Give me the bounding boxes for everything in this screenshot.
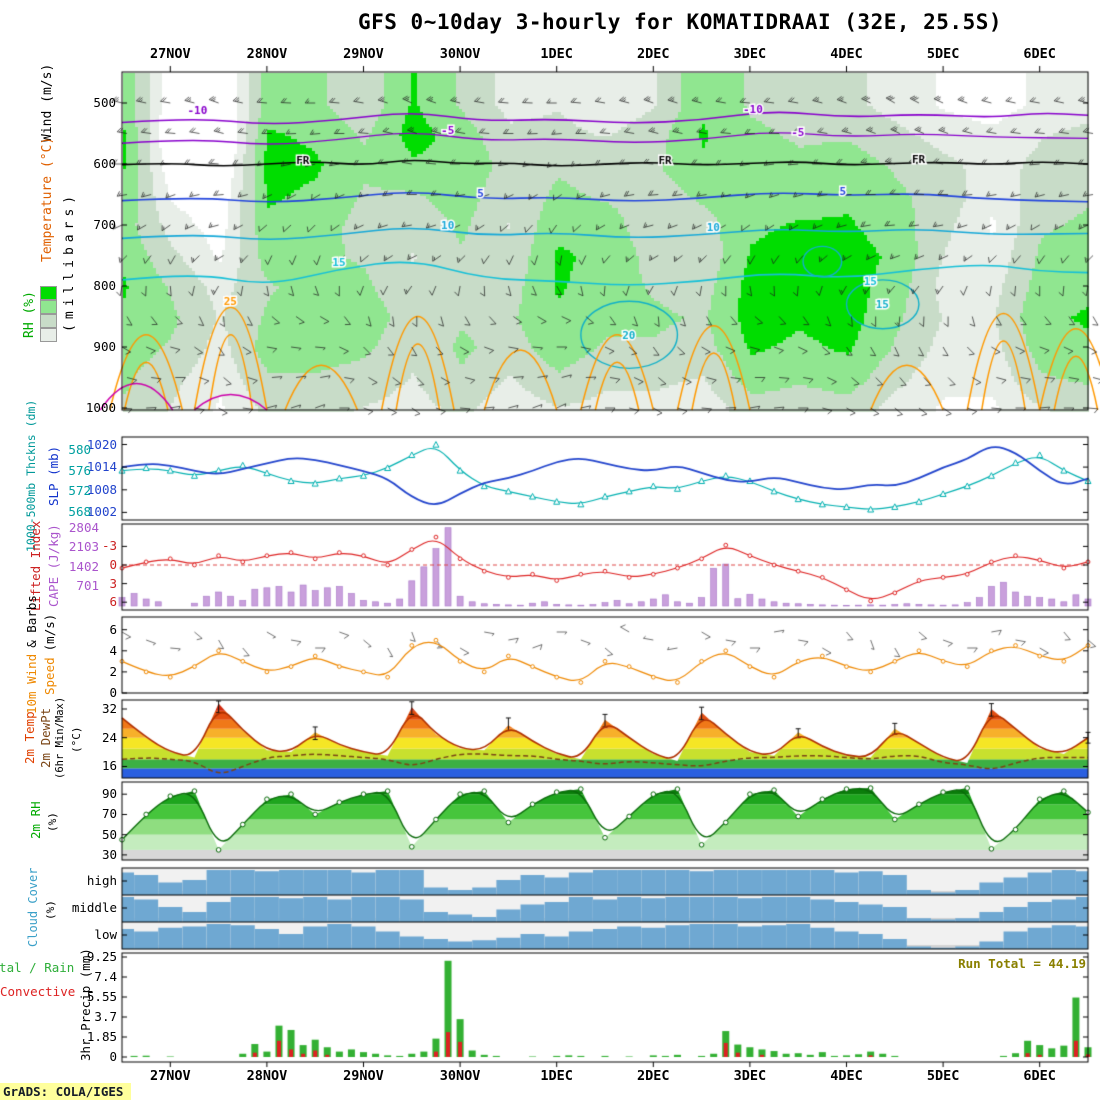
date-label-top: 27NOV [149,46,191,62]
axis-label-wind: Wind (m/s) [40,63,55,142]
temp-tick: 24 [101,729,117,745]
li-tick: 6 [109,594,117,610]
date-label-bottom: 5DEC [926,1068,960,1084]
li-tick: -3 [101,538,117,554]
date-label-top: 5DEC [926,46,960,62]
thickness-tick: 576 [68,462,91,478]
li-tick: 0 [109,557,117,572]
cloud-row-label: high [86,873,117,888]
slp-tick: 1002 [86,504,117,520]
slp-tick: 1014 [86,459,117,475]
rh-tick: 30 [101,846,117,862]
wind10m-label-speed: Speed [42,657,57,695]
temp-tick: 32 [101,700,117,716]
cape-tick: 2804 [68,519,99,535]
date-label-bottom: 30NOV [439,1068,481,1084]
date-label-top: 3DEC [733,46,767,62]
wind10m-label-unit: (m/s) [42,613,57,652]
date-label-bottom: 29NOV [343,1068,384,1084]
rh-legend-swatch [40,286,57,300]
wind-tick: 4 [109,642,117,658]
date-label-top: 6DEC [1023,46,1056,62]
pressure-tick: 800 [93,278,116,293]
rh-legend-swatch [40,314,57,328]
axis-label-precip: 3hr Precip (mm) [78,948,93,1061]
pressure-tick: 700 [93,217,116,232]
date-label-bottom: 3DEC [733,1068,767,1084]
axis-label-rh2m: 2m RH [28,801,43,839]
axis-label-temperature: Temperature (°C) [40,136,55,262]
precip-tick: 9.25 [86,949,117,964]
legend-total-rain: Total / Rain [0,960,75,975]
date-label-top: 4DEC [830,46,863,62]
temp-tick: 16 [101,758,117,774]
date-label-top: 1DEC [540,46,573,62]
li-tick: 3 [109,575,117,591]
cloud-row-label: middle [71,900,117,915]
credit-badge: GrADS: COLA/IGES [0,1083,132,1100]
date-label-bottom: 27NOV [149,1068,191,1084]
precip-tick: 5.55 [86,989,117,1004]
date-label-bottom: 2DEC [637,1068,670,1084]
wind-tick: 6 [109,621,117,637]
thickness-tick: 572 [68,483,91,499]
precip-tick: 7.4 [94,969,117,984]
axis-label-dewpt2m: 2m DewPt [38,707,53,768]
precip-tick: 3.7 [94,1009,117,1024]
slp-tick: 1020 [86,436,117,452]
pressure-tick: 1000 [85,400,116,415]
date-label-bottom: 4DEC [830,1068,863,1084]
wind10m-label-main: 10m Wind [24,653,39,714]
thickness-tick: 568 [68,504,91,520]
axis-label-wind10m: 10m Wind & Barbs [24,595,39,714]
axis-label-cloud: Cloud Cover [26,867,40,947]
axis-label-millibars: (millibars) [62,190,77,332]
date-label-top: 29NOV [343,46,384,62]
date-label-bottom: 6DEC [1023,1068,1056,1084]
pressure-tick: 900 [93,339,116,354]
axis-label-minmax: (6hr Min/Max) [54,696,66,779]
cape-tick: 1402 [68,558,99,574]
rh-tick: 90 [101,786,117,802]
run-total: Run Total = 44.19 [958,956,1086,971]
date-label-top: 2DEC [637,46,670,62]
rh-legend-swatch [40,328,57,342]
rh-tick: 70 [101,806,117,822]
wind-tick: 2 [109,663,117,679]
axis-label-wind10m-speed: Speed (m/s) [42,614,57,695]
axis-label-temp2m: 2m Temp [22,711,37,764]
date-label-top: 28NOV [246,46,288,62]
date-label-top: 30NOV [439,46,481,62]
wind10m-label-barbs: & Barbs [24,595,39,648]
rh-tick: 50 [101,826,117,842]
precip-tick: 1.85 [86,1029,117,1044]
precip-tick: 0 [109,1049,117,1064]
pressure-tick: 500 [93,95,116,110]
page-title: GFS 0~10day 3-hourly for KOMATIDRAAI (32… [357,10,1002,34]
cape-tick: 2103 [68,539,99,555]
thickness-tick: 580 [68,441,91,457]
axis-label-rh2m-unit: (%) [46,812,59,832]
pressure-tick: 600 [93,156,116,171]
slp-tick: 1008 [86,481,117,497]
legend-convective: Convective [0,984,76,999]
date-label-bottom: 28NOV [246,1068,288,1084]
cape-tick: 701 [76,578,99,594]
wind-tick: 0 [109,685,117,700]
axis-label-cloud-unit: (%) [44,900,57,920]
date-label-bottom: 1DEC [540,1068,573,1084]
rh-legend-swatch [40,300,57,314]
cloud-row-label: low [94,927,117,942]
axis-label-rh: RH (%) [22,291,37,338]
